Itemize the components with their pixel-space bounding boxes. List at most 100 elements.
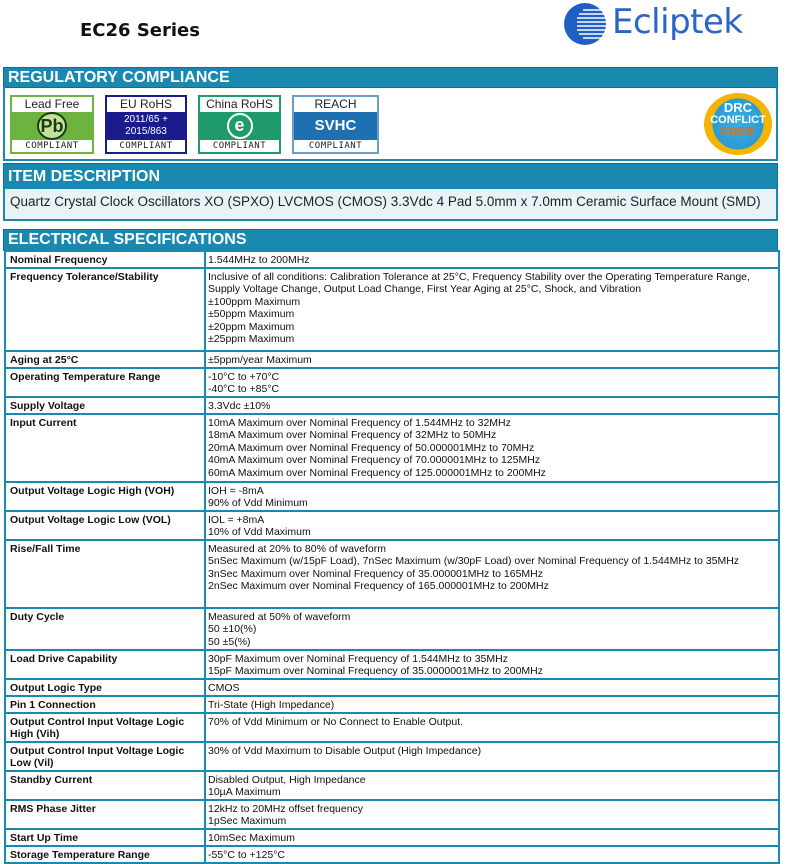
drc-text: FREE — [720, 124, 756, 139]
spec-value-line: Inclusive of all conditions: Calibration… — [208, 270, 750, 296]
spec-value: CMOS — [204, 677, 780, 697]
spec-value-line: 15pF Maximum over Nominal Frequency of 3… — [208, 665, 543, 677]
spec-label: Nominal Frequency — [4, 250, 206, 269]
spec-label: Standby Current — [4, 769, 206, 801]
spec-value-line: -40°C to +85°C — [208, 383, 280, 395]
spec-value: -55°C to +125°C — [204, 844, 780, 864]
spec-value-line: Disabled Output, High Impedance — [208, 773, 366, 786]
spec-value: Inclusive of all conditions: Calibration… — [204, 266, 780, 352]
badge-directive: 2015/863 — [125, 126, 167, 137]
ecliptek-logo-icon — [564, 3, 607, 45]
badge-directive: 2011/65 + — [123, 114, 169, 125]
table-row: Operating Temperature Range -10°C to +70°… — [4, 366, 780, 398]
spec-label: Output Control Input Voltage Logic Low (… — [4, 740, 206, 772]
spec-value-line: 10mA Maximum over Nominal Frequency of 1… — [208, 416, 511, 429]
spec-label: Rise/Fall Time — [4, 538, 206, 609]
spec-value-line: 12kHz to 20MHz offset frequency — [208, 802, 364, 815]
spec-value-line: 10µA Maximum — [208, 786, 281, 798]
spec-value-line: 60mA Maximum over Nominal Frequency of 1… — [208, 466, 546, 479]
spec-label: Duty Cycle — [4, 606, 206, 651]
badge-svhc: SVHC — [314, 117, 357, 134]
china-rohs-e-icon: e — [226, 113, 253, 139]
spec-value-line: ±100ppm Maximum — [208, 295, 301, 308]
page-title: EC26 Series — [80, 20, 200, 41]
badge-reach: REACH SVHC COMPLIANT — [292, 95, 379, 154]
badge-title: China RoHS — [200, 97, 279, 112]
spec-value-line: 1pSec Maximum — [208, 815, 287, 827]
table-row: RMS Phase Jitter 12kHz to 20MHz offset fr… — [4, 798, 780, 830]
spec-value-line: 5nSec Maximum (w/15pF Load), 7nSec Maxim… — [208, 555, 740, 567]
drc-text: DRC — [723, 100, 753, 115]
spec-value-line: 70% of Vdd Minimum or No Connect to Enab… — [208, 715, 464, 728]
drc-conflict-free-badge: DRC CONFLICT FREE — [704, 93, 772, 155]
spec-value-line: Measured at 50% of waveform — [208, 610, 351, 623]
spec-value-line: 40mA Maximum over Nominal Frequency of 7… — [208, 454, 541, 466]
spec-label: Output Voltage Logic Low (VOL) — [4, 509, 206, 541]
table-row: Load Drive Capability 30pF Maximum over N… — [4, 648, 780, 680]
table-row: Input Current 10mA Maximum over Nominal F… — [4, 412, 780, 483]
spec-label: Output Control Input Voltage Logic High … — [4, 711, 206, 743]
item-description: Quartz Crystal Clock Oscillators XO (SPX… — [3, 189, 778, 221]
spec-value-line: -10°C to +70°C — [208, 370, 280, 383]
section-header-electrical: ELECTRICAL SPECIFICATIONS — [3, 229, 778, 251]
spec-value: 70% of Vdd Minimum or No Connect to Enab… — [204, 711, 780, 743]
table-row: Duty Cycle Measured at 50% of waveform 50 … — [4, 606, 780, 651]
drc-text: CONFLICT — [710, 114, 766, 126]
spec-value: Disabled Output, High Impedance 10µA Maxi… — [204, 769, 780, 801]
spec-value: Tri-State (High Impedance) — [204, 694, 780, 714]
table-row: Output Control Input Voltage Logic Low (… — [4, 740, 780, 772]
spec-value: 12kHz to 20MHz offset frequency 1pSec Max… — [204, 798, 780, 830]
table-row: Output Voltage Logic High (VOH) IOH = -8m… — [4, 480, 780, 512]
badge-lead-free: Lead Free Pb COMPLIANT — [10, 95, 94, 154]
spec-value-line: 10mSec Maximum — [208, 831, 295, 844]
badge-status: COMPLIANT — [200, 140, 279, 152]
spec-value-line: 18mA Maximum over Nominal Frequency of 3… — [208, 429, 497, 441]
spec-value: IOL = +8mA 10% of Vdd Maximum — [204, 509, 780, 541]
table-row: Aging at 25°C ±5ppm/year Maximum — [4, 349, 780, 369]
spec-value-line: Tri-State (High Impedance) — [208, 698, 335, 711]
badge-title: REACH — [294, 97, 377, 112]
spec-value-line: 1.544MHz to 200MHz — [208, 254, 310, 266]
spec-value-line: 3nSec Maximum over Nominal Frequency of … — [208, 567, 543, 580]
spec-value-line: ±50ppm Maximum — [208, 308, 295, 320]
table-row: Nominal Frequency 1.544MHz to 200MHz — [4, 250, 780, 269]
spec-value: Measured at 20% to 80% of waveform 5nSec … — [204, 538, 780, 609]
table-row: Frequency Tolerance/Stability Inclusive o… — [4, 266, 780, 352]
badge-title: Lead Free — [12, 97, 92, 112]
spec-value: Measured at 50% of waveform 50 ±10(%) 50 ±… — [204, 606, 780, 651]
no-lead-icon: Pb — [37, 112, 67, 140]
spec-value: IOH = -8mA 90% of Vdd Minimum — [204, 480, 780, 512]
badge-china-rohs: China RoHS e COMPLIANT — [198, 95, 281, 154]
spec-value: 10mA Maximum over Nominal Frequency of 1… — [204, 412, 780, 483]
table-row: Standby Current Disabled Output, High Imp… — [4, 769, 780, 801]
table-row: Rise/Fall Time Measured at 20% to 80% of … — [4, 538, 780, 609]
spec-label: RMS Phase Jitter — [4, 798, 206, 830]
regulatory-panel — [3, 87, 778, 161]
table-row: Output Control Input Voltage Logic High … — [4, 711, 780, 743]
section-header-regulatory: REGULATORY COMPLIANCE — [3, 67, 778, 88]
spec-label: Output Voltage Logic High (VOH) — [4, 480, 206, 512]
spec-value-line: ±25ppm Maximum — [208, 333, 295, 345]
spec-value-line: ±20ppm Maximum — [208, 320, 295, 333]
section-header-item-description: ITEM DESCRIPTION — [3, 163, 778, 190]
spec-value-line: 3.3Vdc ±10% — [208, 399, 271, 412]
table-row: Storage Temperature Range -55°C to +125°C — [4, 844, 780, 864]
spec-value: 3.3Vdc ±10% — [204, 395, 780, 415]
table-row: Supply Voltage 3.3Vdc ±10% — [4, 395, 780, 415]
table-row: Output Voltage Logic Low (VOL) IOL = +8mA… — [4, 509, 780, 541]
badge-status: COMPLIANT — [107, 140, 185, 152]
electrical-specifications-table: Nominal Frequency 1.544MHz to 200MHz Frequ… — [4, 250, 780, 864]
spec-value: 30pF Maximum over Nominal Frequency of 1… — [204, 648, 780, 680]
spec-value-line: 50 ±10(%) — [208, 623, 257, 635]
spec-label: Load Drive Capability — [4, 648, 206, 680]
badge-eu-rohs: EU RoHS 2011/65 +2015/863 COMPLIANT — [105, 95, 187, 154]
table-row: Output Logic Type CMOS — [4, 677, 780, 697]
spec-label: Pin 1 Connection — [4, 694, 206, 714]
spec-label: Operating Temperature Range — [4, 366, 206, 398]
spec-value-line: ±5ppm/year Maximum — [208, 353, 312, 366]
spec-value-line: IOL = +8mA — [208, 513, 265, 526]
spec-label: Aging at 25°C — [4, 349, 206, 369]
spec-value-line: CMOS — [208, 681, 240, 694]
badge-title: EU RoHS — [107, 97, 185, 112]
table-row: Start Up Time 10mSec Maximum — [4, 827, 780, 847]
